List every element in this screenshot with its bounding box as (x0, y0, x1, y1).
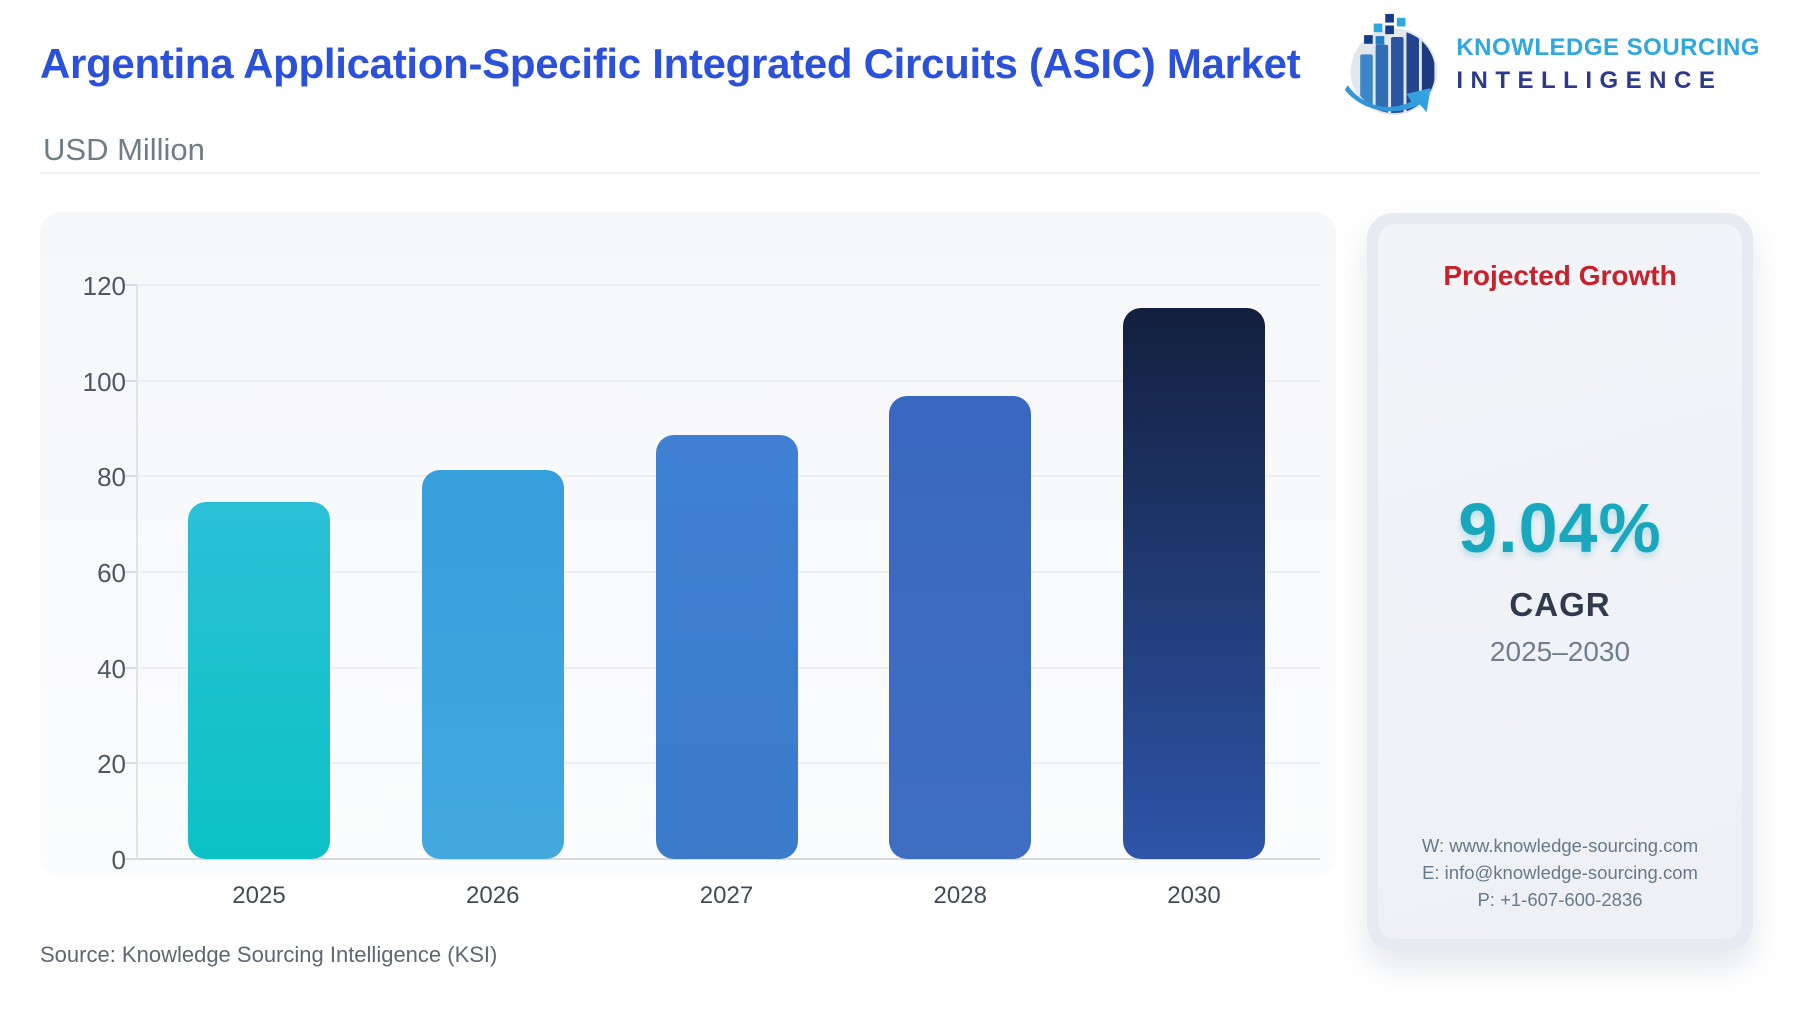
bar-2025 (188, 502, 330, 859)
y-tick-label-120: 120 (82, 271, 126, 301)
cagr-period: 2025–2030 (1489, 636, 1631, 668)
brand-logo: KNOWLEDGE SOURCING INTELLIGENCE (1340, 12, 1760, 116)
bar-2027 (655, 434, 798, 859)
contact-phone: P: +1-607-600-2836 (1477, 889, 1643, 910)
y-axis-line (136, 285, 138, 859)
y-tick-label-20: 20 (97, 749, 126, 780)
contact-email: E: info@knowledge-sourcing.com (1422, 862, 1698, 883)
y-tick-label-0: 0 (111, 845, 126, 875)
x-axis-label-2028: 2028 (933, 882, 987, 909)
brand-logo-text: KNOWLEDGE SOURCING INTELLIGENCE (1456, 34, 1760, 95)
y-tick-label-100: 100 (82, 366, 126, 397)
unit-label: USD Million (43, 132, 205, 167)
source-note: Source: Knowledge Sourcing Intelligence … (40, 942, 498, 967)
y-tick-label-80: 80 (97, 462, 126, 493)
x-axis-label-2026: 2026 (466, 882, 520, 909)
bar-2028 (889, 395, 1032, 859)
y-tick-mark-20 (125, 762, 137, 765)
x-axis-label-2025: 2025 (232, 882, 286, 909)
y-tick-mark-40 (125, 666, 137, 669)
cagr-label: CAGR (1509, 586, 1611, 624)
y-tick-mark-60 (125, 571, 137, 573)
panel-heading: Projected Growth (1443, 260, 1677, 291)
projected-growth-panel: Projected Growth 9.04% CAGR 2025–2030 W:… (1367, 213, 1753, 950)
header-divider (40, 172, 1760, 174)
gridline-0 (137, 858, 1320, 860)
x-axis-label-2027: 2027 (699, 882, 754, 909)
gridline-100 (137, 379, 1320, 382)
cagr-value: 9.04% (1458, 489, 1662, 568)
y-tick-mark-0 (125, 858, 137, 860)
brand-logo-icon (1345, 13, 1438, 116)
y-tick-mark-100 (125, 379, 137, 382)
contact-block: W: www.knowledge-sourcing.com E: info@kn… (1422, 832, 1698, 913)
projected-growth-panel-inner: Projected Growth 9.04% CAGR 2025–2030 W:… (1378, 224, 1742, 939)
gridline-120 (137, 284, 1320, 286)
contact-website: W: www.knowledge-sourcing.com (1421, 835, 1699, 856)
y-tick-label-60: 60 (97, 558, 126, 588)
page-title: Argentina Application-Specific Integrate… (40, 40, 1301, 87)
x-axis-label-2030: 2030 (1167, 882, 1221, 909)
y-tick-mark-120 (125, 284, 137, 286)
logo-line1: KNOWLEDGE SOURCING (1456, 33, 1760, 61)
y-tick-label-40: 40 (97, 653, 126, 684)
bar-2026 (421, 469, 564, 859)
bar-2030 (1123, 308, 1265, 859)
logo-line2: INTELLIGENCE (1456, 66, 1723, 94)
y-tick-mark-80 (125, 475, 137, 478)
